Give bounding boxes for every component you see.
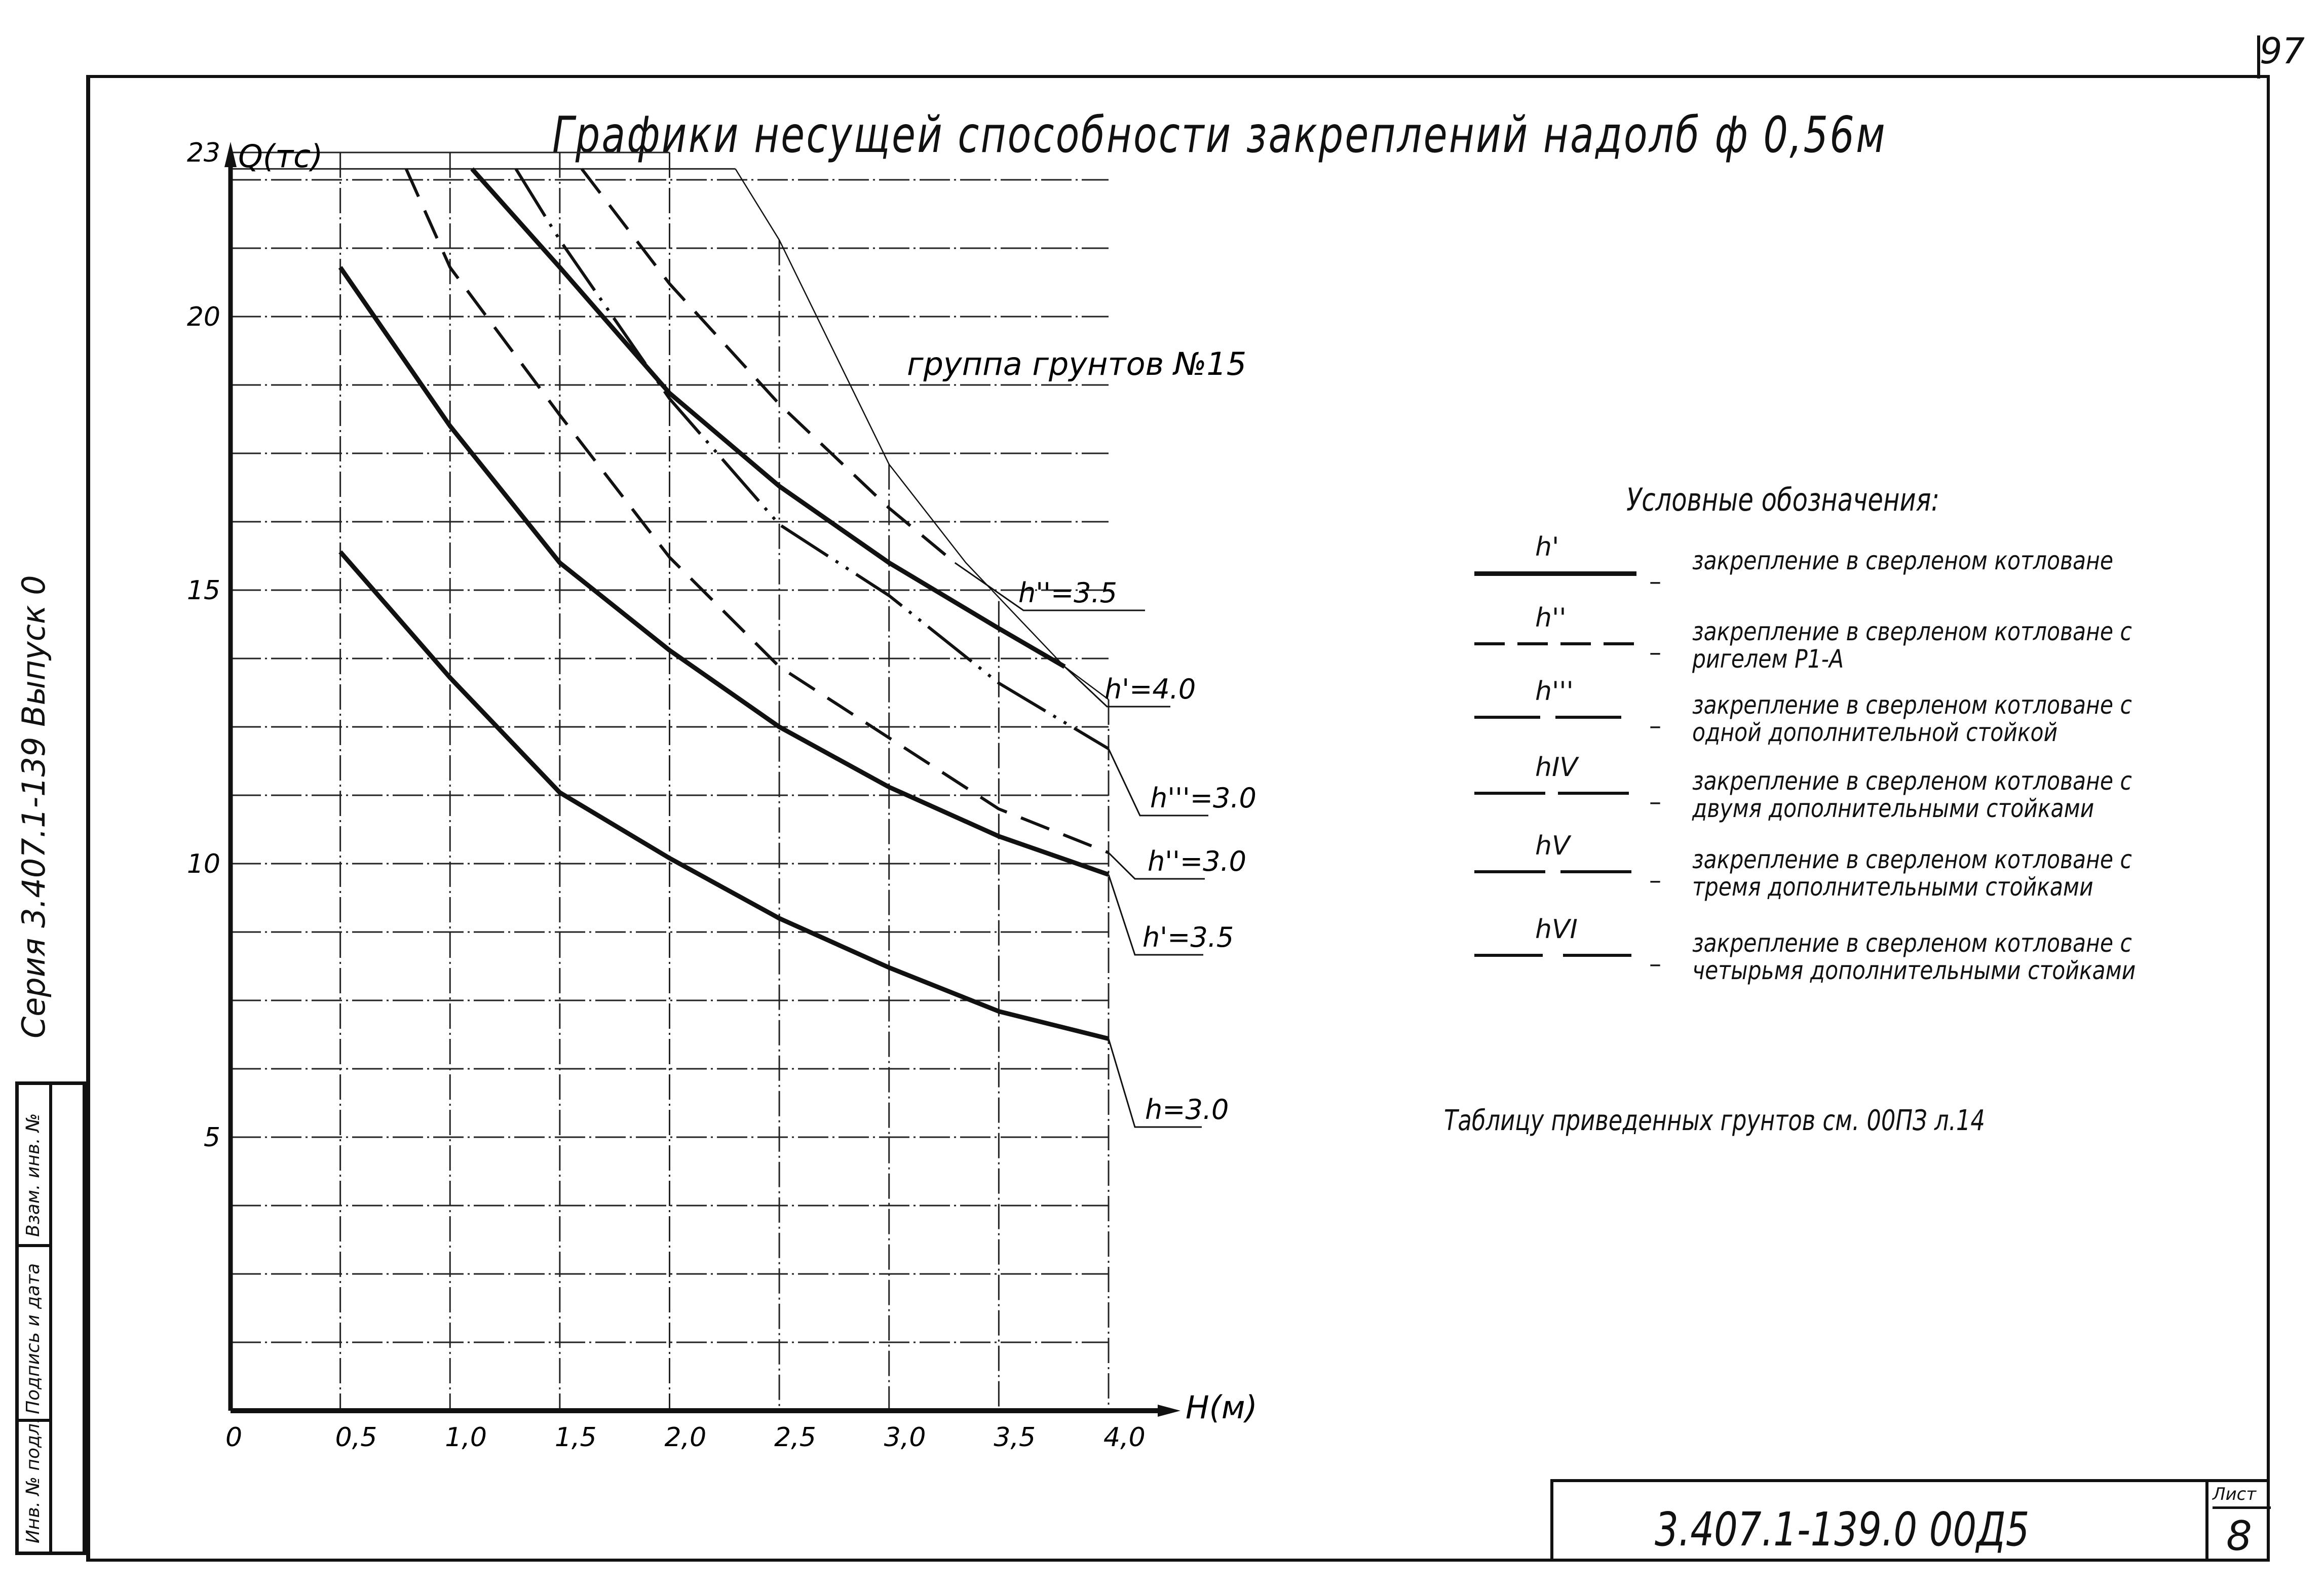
x-tick-label: 1,5 bbox=[555, 1422, 597, 1453]
legend-line-swatch bbox=[1474, 870, 1636, 873]
x-tick-label: 2,5 bbox=[774, 1422, 816, 1453]
legend-title: Условные обозначения: bbox=[1626, 481, 1940, 518]
sheet-box: Лист 8 bbox=[2205, 1482, 2271, 1562]
annotation-label: h''=3.0 bbox=[1148, 845, 1246, 877]
annotation-label: h=3.0 bbox=[1145, 1094, 1229, 1126]
annotation-leader bbox=[1108, 748, 1208, 817]
legend-description-line: закрепление в сверленом котловане с bbox=[1692, 766, 2132, 796]
y-axis-label: Q(тс) bbox=[238, 138, 323, 175]
annotation-label: h''=3.5 bbox=[1018, 577, 1117, 609]
title-block: 3.407.1-139.0 00Д5 Лист 8 bbox=[1550, 1479, 2271, 1562]
y-tick-label: 23 bbox=[187, 138, 220, 168]
stamp-cell-replacement: Взам. инв. № bbox=[19, 1085, 49, 1247]
series-line-h-3-5 bbox=[338, 266, 1110, 877]
x-tick-label: 2,0 bbox=[665, 1422, 707, 1453]
legend-description-line: закрепление в сверленом котловане с bbox=[1692, 617, 2132, 646]
x-axis-label: H(м) bbox=[1186, 1389, 1258, 1426]
legend-separator: – bbox=[1649, 638, 1661, 667]
legend-separator: – bbox=[1649, 950, 1661, 978]
annotation-label: h'=3.5 bbox=[1142, 921, 1234, 953]
y-tick-label: 10 bbox=[187, 849, 220, 879]
x-tick-label: 3,5 bbox=[994, 1422, 1036, 1453]
sheet-label: Лист bbox=[2213, 1484, 2271, 1509]
legend-line-swatch bbox=[1474, 642, 1636, 645]
annotation-label: h'''=3.0 bbox=[1150, 782, 1256, 814]
legend-description: закрепление в сверленом котловане с ригел… bbox=[1692, 618, 2132, 673]
legend-description-line: закрепление в сверленом котловане с bbox=[1692, 845, 2132, 874]
legend-separator: – bbox=[1649, 567, 1661, 596]
document-code: 3.407.1-139.0 00Д5 bbox=[1655, 1502, 2030, 1557]
y-axis-arrow-icon bbox=[224, 142, 237, 167]
legend-description-line: двумя дополнительными стойками bbox=[1692, 794, 2094, 823]
series-line-h-4-0 bbox=[470, 167, 1066, 669]
legend-line-swatch bbox=[1474, 792, 1636, 795]
sheet-number: 8 bbox=[2226, 1513, 2252, 1560]
legend-line-swatch bbox=[1474, 954, 1636, 957]
page-number: 97 bbox=[2260, 30, 2305, 72]
x-tick-label: 3,0 bbox=[884, 1422, 926, 1453]
legend-separator: – bbox=[1649, 866, 1661, 895]
legend-line-swatch bbox=[1474, 716, 1636, 719]
legend-symbol: h' bbox=[1535, 532, 1559, 562]
legend-description-line: закрепление в сверленом котловане bbox=[1692, 546, 2113, 575]
approval-stamp: Взам. инв. № Подпись и дата Инв. № подл. bbox=[15, 1081, 86, 1555]
y-tick-label: 5 bbox=[204, 1122, 220, 1153]
legend-description-line: тремя дополнительными стойками bbox=[1692, 872, 2093, 902]
legend-description-line: ригелем Р1-А bbox=[1692, 644, 1844, 674]
legend-symbol: hV bbox=[1535, 831, 1570, 861]
y-tick-label: 20 bbox=[187, 302, 220, 332]
legend-separator: – bbox=[1649, 788, 1661, 816]
annotation-leader bbox=[954, 562, 1145, 611]
x-axis-arrow-icon bbox=[1158, 1405, 1180, 1417]
x-tick-label: 0,5 bbox=[335, 1422, 377, 1453]
annotation-leader bbox=[1108, 852, 1205, 880]
legend-description-line: четырьмя дополнительными стойками bbox=[1692, 956, 2136, 985]
annotation-label: h'=4.0 bbox=[1104, 673, 1196, 705]
annotation-leader bbox=[1108, 874, 1203, 956]
soil-table-note: Таблицу приведенных грунтов см. 00ПЗ л.1… bbox=[1444, 1104, 1985, 1137]
soil-group-label: группа грунтов №15 bbox=[907, 345, 1246, 382]
series-line-h-3-0 bbox=[338, 550, 1110, 1041]
legend-line-swatch bbox=[1474, 571, 1636, 576]
page-title: Графики несущей способности закреплений … bbox=[552, 106, 1887, 164]
x-tick-label: 0 bbox=[225, 1422, 242, 1453]
x-tick-label: 4,0 bbox=[1103, 1422, 1146, 1453]
drawing-frame bbox=[86, 75, 2270, 1562]
legend-description-line: закрепление в сверленом котловане с bbox=[1692, 690, 2132, 720]
annotation-leader bbox=[1108, 1038, 1202, 1128]
series-line-h-3-0 bbox=[514, 168, 1110, 750]
legend-description: закрепление в сверленом котловане bbox=[1692, 547, 2113, 574]
y-tick-label: 15 bbox=[187, 575, 220, 606]
legend-symbol: hVI bbox=[1535, 914, 1578, 945]
series-line-h-3-5 bbox=[580, 168, 956, 564]
series-line-envelope bbox=[735, 168, 1109, 701]
legend-symbol: hIV bbox=[1535, 752, 1578, 783]
legend-description-line: одной дополнительной стойкой bbox=[1692, 718, 2058, 747]
stamp-divider bbox=[49, 1085, 52, 1552]
legend-description: закрепление в сверленом котловане с одной… bbox=[1692, 691, 2132, 746]
x-tick-label: 1,0 bbox=[445, 1422, 487, 1453]
stamp-cell-signature: Подпись и дата bbox=[19, 1247, 49, 1422]
legend-description-line: закрепление в сверленом котловане с bbox=[1692, 928, 2132, 958]
legend-description: закрепление в сверленом котловане с двумя… bbox=[1692, 767, 2132, 822]
legend-symbol: h'' bbox=[1535, 603, 1567, 633]
annotation-leader bbox=[1064, 666, 1170, 708]
legend-description: закрепление в сверленом котловане с четыр… bbox=[1692, 929, 2136, 984]
series-line-h-3-0 bbox=[404, 168, 1110, 855]
legend-separator: – bbox=[1649, 712, 1661, 740]
legend-symbol: h''' bbox=[1535, 676, 1574, 707]
legend-description: закрепление в сверленом котловане с тремя… bbox=[1692, 846, 2132, 901]
page-number-divider bbox=[2257, 35, 2260, 79]
